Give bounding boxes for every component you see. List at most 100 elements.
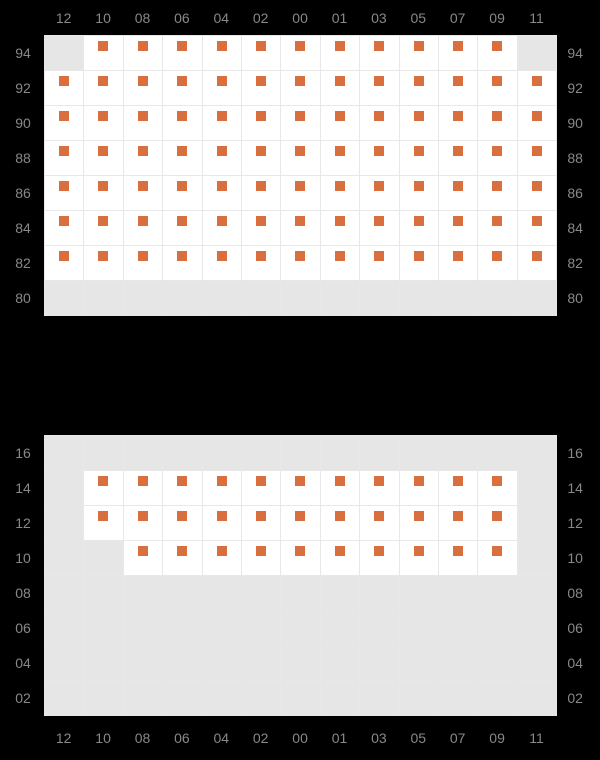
seat-marker[interactable]: [374, 546, 384, 556]
seat-marker[interactable]: [256, 216, 266, 226]
seat-marker[interactable]: [217, 41, 227, 51]
seat-marker[interactable]: [177, 76, 187, 86]
seat-marker[interactable]: [532, 111, 542, 121]
seat-marker[interactable]: [138, 511, 148, 521]
seat-marker[interactable]: [295, 76, 305, 86]
seat-marker[interactable]: [453, 146, 463, 156]
seat-marker[interactable]: [492, 216, 502, 226]
seat-marker[interactable]: [59, 181, 69, 191]
seat-marker[interactable]: [414, 146, 424, 156]
seat-marker[interactable]: [98, 76, 108, 86]
seat-marker[interactable]: [98, 511, 108, 521]
seat-marker[interactable]: [217, 216, 227, 226]
seat-marker[interactable]: [335, 181, 345, 191]
seat-marker[interactable]: [532, 76, 542, 86]
seat-marker[interactable]: [453, 476, 463, 486]
seat-marker[interactable]: [177, 546, 187, 556]
seat-marker[interactable]: [492, 251, 502, 261]
seat-marker[interactable]: [374, 181, 384, 191]
seat-marker[interactable]: [217, 251, 227, 261]
seat-marker[interactable]: [138, 476, 148, 486]
seat-marker[interactable]: [138, 181, 148, 191]
seat-marker[interactable]: [177, 146, 187, 156]
seat-marker[interactable]: [453, 546, 463, 556]
seat-marker[interactable]: [492, 146, 502, 156]
seat-marker[interactable]: [256, 546, 266, 556]
seat-marker[interactable]: [59, 251, 69, 261]
seat-marker[interactable]: [335, 476, 345, 486]
seat-marker[interactable]: [59, 216, 69, 226]
seat-marker[interactable]: [414, 181, 424, 191]
seat-marker[interactable]: [414, 511, 424, 521]
seat-marker[interactable]: [532, 251, 542, 261]
seat-marker[interactable]: [453, 251, 463, 261]
seat-marker[interactable]: [256, 111, 266, 121]
seat-marker[interactable]: [453, 111, 463, 121]
seat-marker[interactable]: [492, 111, 502, 121]
seat-marker[interactable]: [177, 476, 187, 486]
seat-marker[interactable]: [374, 251, 384, 261]
seat-marker[interactable]: [532, 146, 542, 156]
seat-marker[interactable]: [414, 216, 424, 226]
seat-marker[interactable]: [532, 181, 542, 191]
seat-marker[interactable]: [217, 111, 227, 121]
seat-marker[interactable]: [453, 76, 463, 86]
seat-marker[interactable]: [374, 511, 384, 521]
seat-marker[interactable]: [295, 181, 305, 191]
seat-marker[interactable]: [295, 216, 305, 226]
seat-marker[interactable]: [295, 41, 305, 51]
seat-marker[interactable]: [335, 111, 345, 121]
seat-marker[interactable]: [177, 511, 187, 521]
seat-marker[interactable]: [138, 216, 148, 226]
seat-marker[interactable]: [492, 181, 502, 191]
seat-marker[interactable]: [295, 476, 305, 486]
seat-marker[interactable]: [492, 476, 502, 486]
seat-marker[interactable]: [414, 41, 424, 51]
seat-marker[interactable]: [335, 76, 345, 86]
seat-marker[interactable]: [256, 511, 266, 521]
seat-marker[interactable]: [217, 181, 227, 191]
seat-marker[interactable]: [138, 111, 148, 121]
seat-marker[interactable]: [374, 111, 384, 121]
seat-marker[interactable]: [335, 511, 345, 521]
seat-marker[interactable]: [59, 76, 69, 86]
seat-marker[interactable]: [98, 251, 108, 261]
seat-marker[interactable]: [414, 251, 424, 261]
seat-marker[interactable]: [335, 251, 345, 261]
seat-marker[interactable]: [256, 41, 266, 51]
seat-marker[interactable]: [374, 476, 384, 486]
seat-marker[interactable]: [98, 181, 108, 191]
seat-marker[interactable]: [217, 76, 227, 86]
seat-marker[interactable]: [256, 146, 266, 156]
seat-marker[interactable]: [295, 111, 305, 121]
seat-marker[interactable]: [217, 476, 227, 486]
seat-marker[interactable]: [256, 251, 266, 261]
seat-marker[interactable]: [59, 146, 69, 156]
seat-marker[interactable]: [177, 251, 187, 261]
seat-marker[interactable]: [98, 476, 108, 486]
seat-marker[interactable]: [335, 41, 345, 51]
seat-marker[interactable]: [453, 181, 463, 191]
seat-marker[interactable]: [256, 476, 266, 486]
seat-marker[interactable]: [374, 76, 384, 86]
seat-marker[interactable]: [138, 41, 148, 51]
seat-marker[interactable]: [59, 111, 69, 121]
seat-marker[interactable]: [335, 216, 345, 226]
seat-marker[interactable]: [374, 216, 384, 226]
seat-marker[interactable]: [177, 181, 187, 191]
seat-marker[interactable]: [217, 511, 227, 521]
seat-marker[interactable]: [217, 146, 227, 156]
seat-marker[interactable]: [295, 146, 305, 156]
seat-marker[interactable]: [453, 216, 463, 226]
seat-marker[interactable]: [414, 111, 424, 121]
seat-marker[interactable]: [335, 146, 345, 156]
seat-marker[interactable]: [98, 146, 108, 156]
seat-marker[interactable]: [177, 111, 187, 121]
seat-marker[interactable]: [374, 146, 384, 156]
seat-marker[interactable]: [256, 76, 266, 86]
seat-marker[interactable]: [492, 76, 502, 86]
seat-marker[interactable]: [177, 216, 187, 226]
seat-marker[interactable]: [414, 76, 424, 86]
seat-marker[interactable]: [453, 41, 463, 51]
seat-marker[interactable]: [295, 251, 305, 261]
